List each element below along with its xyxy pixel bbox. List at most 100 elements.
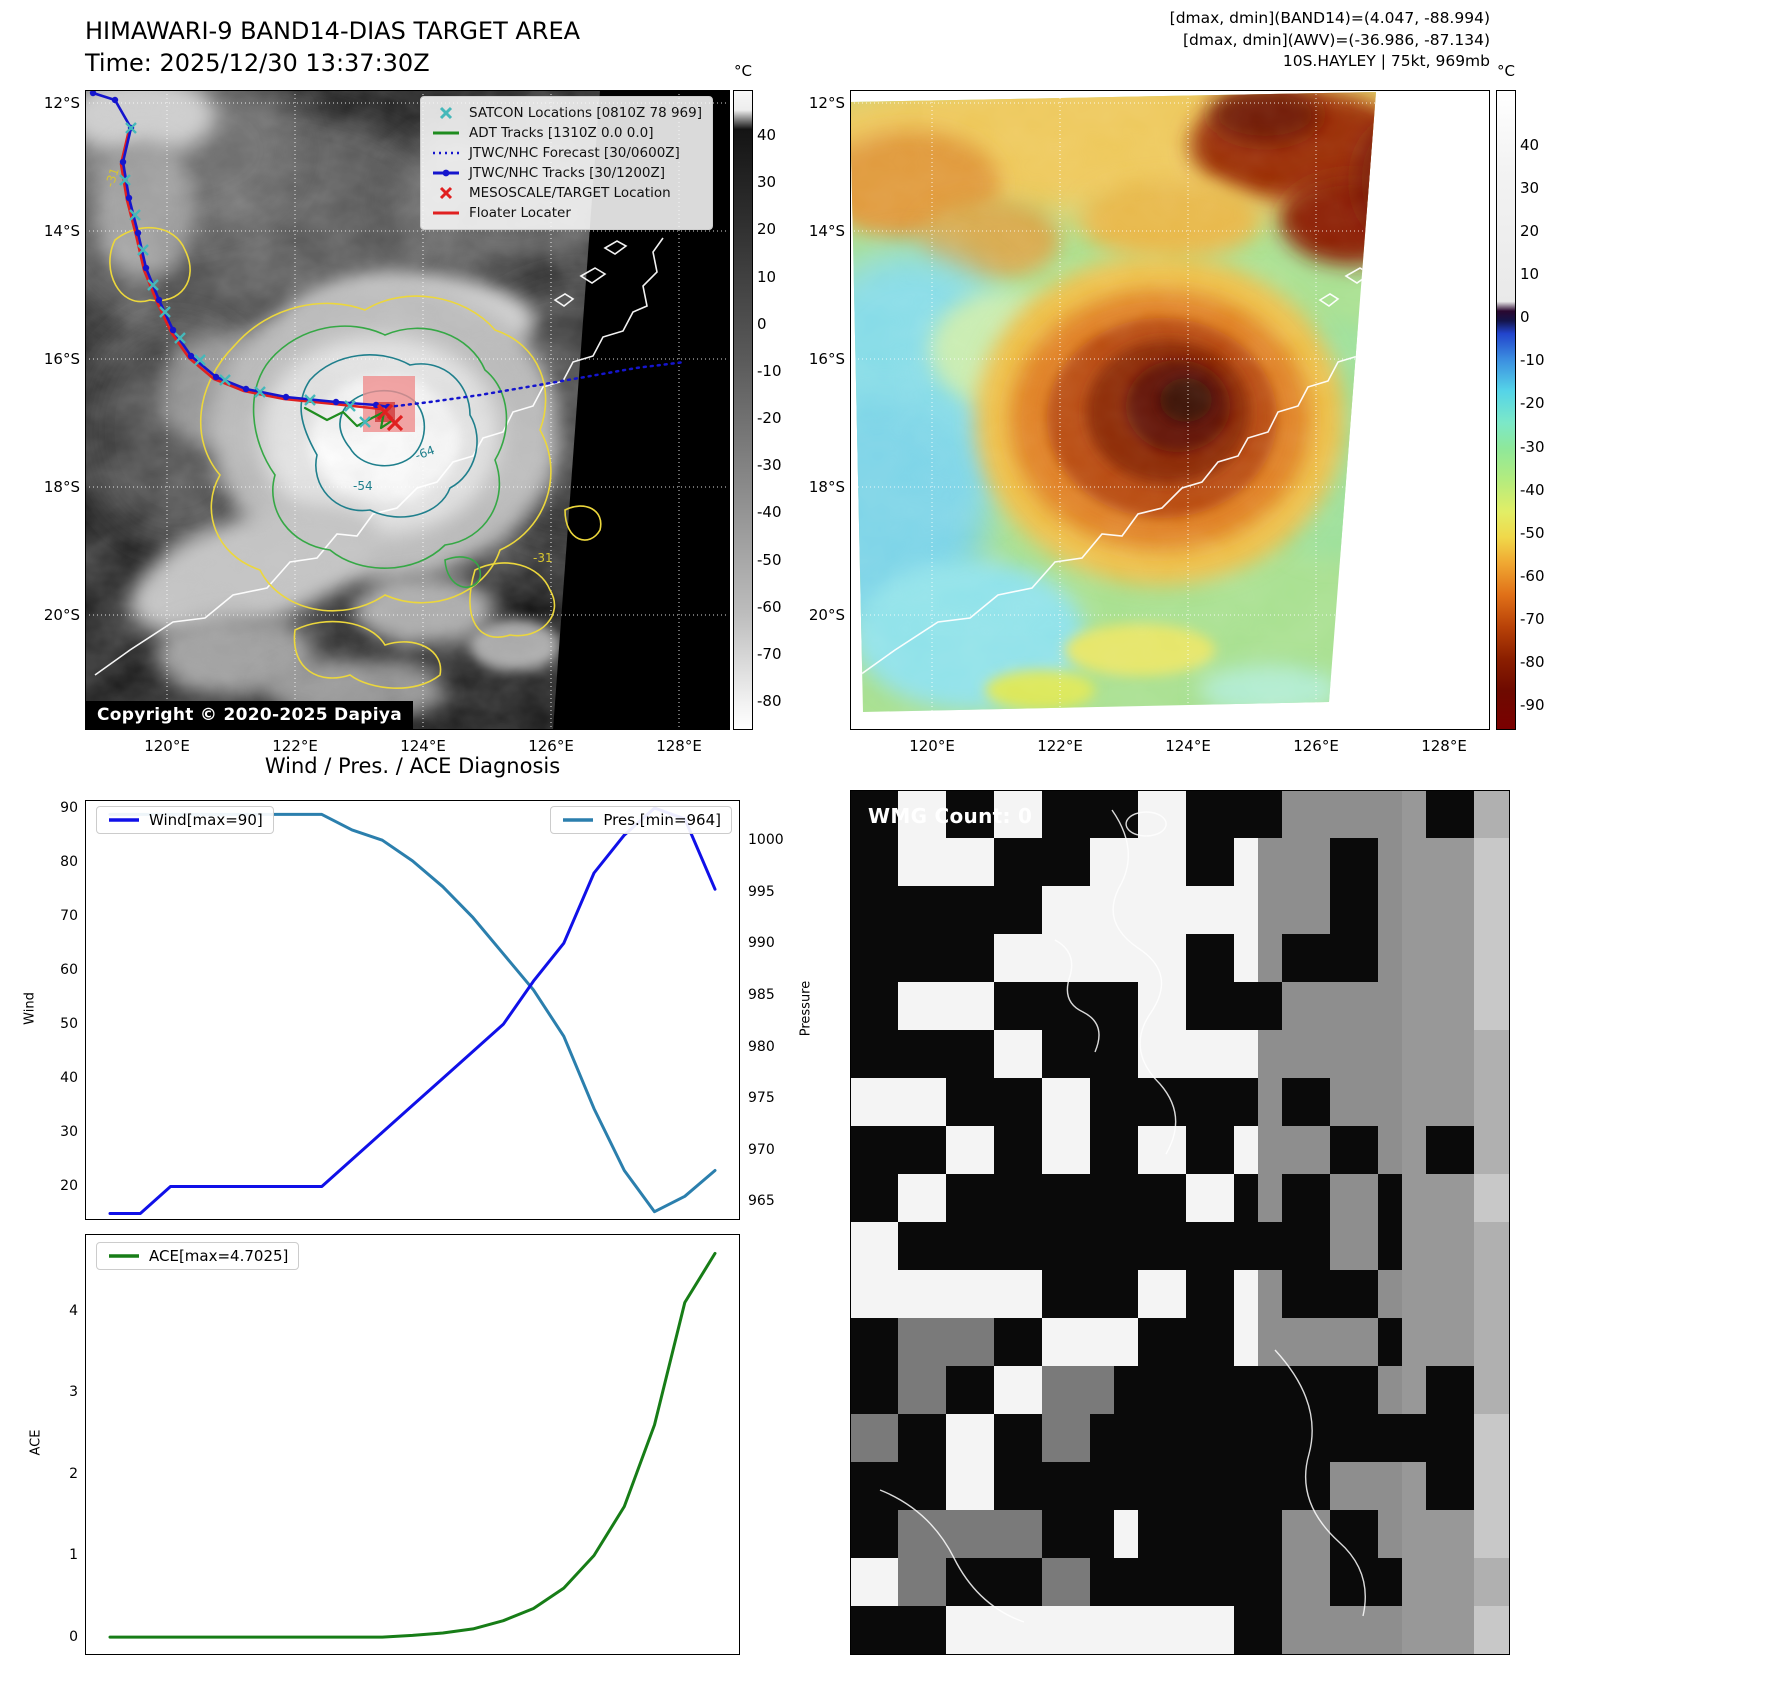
ace-legend: ACE[max=4.7025] xyxy=(96,1242,300,1270)
line-marker-icon xyxy=(433,211,459,215)
storm-id-intensity: 10S.HAYLEY | 75kt, 969mb xyxy=(1282,52,1490,71)
band14-lon-tick: 120°E xyxy=(144,737,190,755)
legend-item-label: SATCON Locations [0810Z 78 969] xyxy=(469,105,702,121)
line-marker-icon xyxy=(433,151,459,155)
pressure-axis-tick: 1000 xyxy=(748,832,784,849)
legend-item-label: JTWC/NHC Forecast [30/0600Z] xyxy=(469,145,680,161)
awv-annotations: [dmax, dmin](BAND14)=(4.047, -88.994) [d… xyxy=(890,8,1490,73)
legend-item-label: MESOSCALE/TARGET Location xyxy=(469,185,671,201)
pres-legend: Pres.[min=964] xyxy=(550,806,732,834)
awv-lon-tick: 122°E xyxy=(1037,737,1083,755)
legend-item: Floater Locater xyxy=(431,205,702,221)
awv-colorbar-tick: 30 xyxy=(1520,179,1540,198)
contour-label: -54 xyxy=(353,479,373,493)
band14-coastline xyxy=(94,237,664,676)
band14-title-block: HIMAWARI-9 BAND14-DIAS TARGET AREA Time:… xyxy=(85,16,580,79)
awv-colorbar-tick: -70 xyxy=(1520,609,1545,628)
legend-item: MESOSCALE/TARGET Location xyxy=(431,185,702,201)
awv-colorbar-tick: -90 xyxy=(1520,696,1545,715)
ace-chart xyxy=(85,1234,740,1655)
band14-contours xyxy=(109,226,602,689)
contour-label: -31 xyxy=(103,166,122,189)
band14-colorbar-tick: 30 xyxy=(757,173,777,192)
wind-line-icon xyxy=(109,818,139,822)
legend-item-label: ADT Tracks [1310Z 0.0 0.0] xyxy=(469,125,654,141)
band14-colorbar-tick: -10 xyxy=(757,361,782,380)
wind-axis-tick: 40 xyxy=(60,1070,78,1087)
band14-grid xyxy=(85,90,730,730)
band14-time-label: Time: 2025/12/30 13:37:30Z xyxy=(85,48,430,77)
awv-colorbar-tick: -40 xyxy=(1520,480,1545,499)
ace-legend-label: ACE[max=4.7025] xyxy=(149,1247,289,1265)
dmax-dmin-awv: [dmax, dmin](AWV)=(-36.986, -87.134) xyxy=(1183,30,1490,49)
contour-label: -31 xyxy=(533,551,553,565)
awv-lon-tick: 124°E xyxy=(1165,737,1211,755)
awv-satellite-image xyxy=(850,90,1490,730)
band14-colorbar-tick: -20 xyxy=(757,409,782,428)
band14-lat-tick: 18°S xyxy=(43,478,80,496)
band14-lat-tick: 16°S xyxy=(43,350,80,368)
band14-lat-tick: 14°S xyxy=(43,222,80,240)
wind-axis-tick: 70 xyxy=(60,908,78,925)
wind-pressure-plot xyxy=(108,806,717,1215)
awv-lat-tick: 16°S xyxy=(808,350,845,368)
wind-axis-tick: 60 xyxy=(60,962,78,979)
wind-axis-tick: 80 xyxy=(60,854,78,871)
pressure-axis-tick: 970 xyxy=(748,1141,775,1158)
ace-plot xyxy=(108,1251,717,1639)
band14-lat-tick: 20°S xyxy=(43,606,80,624)
x-marker-icon xyxy=(439,106,453,120)
legend-item: JTWC/NHC Tracks [30/1200Z] xyxy=(431,165,702,181)
awv-colorbar-tick: -50 xyxy=(1520,523,1545,542)
band14-colorbar xyxy=(733,90,753,730)
pressure-axis-tick: 990 xyxy=(748,935,775,952)
wind-legend-label: Wind[max=90] xyxy=(149,811,263,829)
pres-legend-label: Pres.[min=964] xyxy=(603,811,721,829)
awv-lon-tick: 120°E xyxy=(909,737,955,755)
awv-lat-tick: 14°S xyxy=(808,222,845,240)
ace-axis-tick: 1 xyxy=(69,1547,78,1564)
awv-colorbar-tick: -60 xyxy=(1520,566,1545,585)
band14-lon-tick: 126°E xyxy=(528,737,574,755)
ace-axis-tick: 3 xyxy=(69,1384,78,1401)
contour-labels: -31 -54 -64 -31 xyxy=(103,166,553,565)
awv-colorbar-tick: -80 xyxy=(1520,652,1545,671)
band14-legend: SATCON Locations [0810Z 78 969] ADT Track… xyxy=(420,96,713,230)
awv-colorbar-tick: 10 xyxy=(1520,265,1540,284)
legend-item: ADT Tracks [1310Z 0.0 0.0] xyxy=(431,125,702,141)
band14-colorbar-tick: -30 xyxy=(757,456,782,475)
awv-lon-tick: 126°E xyxy=(1293,737,1339,755)
band14-colorbar-tick: -80 xyxy=(757,692,782,711)
dmax-dmin-band14: [dmax, dmin](BAND14)=(4.047, -88.994) xyxy=(1169,9,1490,27)
awv-colorbar-unit: °C xyxy=(1497,62,1515,80)
legend-item-label: JTWC/NHC Tracks [30/1200Z] xyxy=(469,165,666,181)
awv-colorbar-tick: -20 xyxy=(1520,394,1545,413)
wmg-mask-image xyxy=(850,790,1510,1655)
track-layer xyxy=(89,90,687,432)
pressure-axis-tick: 980 xyxy=(748,1038,775,1055)
pressure-axis-tick: 995 xyxy=(748,883,775,900)
wind-axis-tick: 50 xyxy=(60,1016,78,1033)
awv-lon-tick: 128°E xyxy=(1421,737,1467,755)
ace-axis-tick: 4 xyxy=(69,1302,78,1319)
legend-item-label: Floater Locater xyxy=(469,205,571,221)
band14-colorbar-tick: -70 xyxy=(757,644,782,663)
line-marker-icon xyxy=(433,169,459,177)
band14-colorbar-tick: 40 xyxy=(757,126,777,144)
wind-axis-tick: 20 xyxy=(60,1178,78,1195)
band14-colorbar-tick: -60 xyxy=(757,597,782,616)
wind-axis-tick: 90 xyxy=(60,800,78,817)
band14-colorbar-unit: °C xyxy=(734,62,752,80)
band14-colorbar-tick: 0 xyxy=(757,314,767,333)
pressure-axis-tick: 975 xyxy=(748,1090,775,1107)
awv-colorbar-tick: 20 xyxy=(1520,222,1540,241)
awv-grid xyxy=(850,92,1376,712)
wind-pressure-chart xyxy=(85,800,740,1220)
band14-lon-tick: 124°E xyxy=(400,737,446,755)
band14-title: HIMAWARI-9 BAND14-DIAS TARGET AREA xyxy=(85,17,581,45)
ace-line-icon xyxy=(109,1254,139,1258)
wind-legend: Wind[max=90] xyxy=(96,806,274,834)
ace-axis-tick: 2 xyxy=(69,1465,78,1482)
awv-colorbar-tick: -30 xyxy=(1520,437,1545,456)
